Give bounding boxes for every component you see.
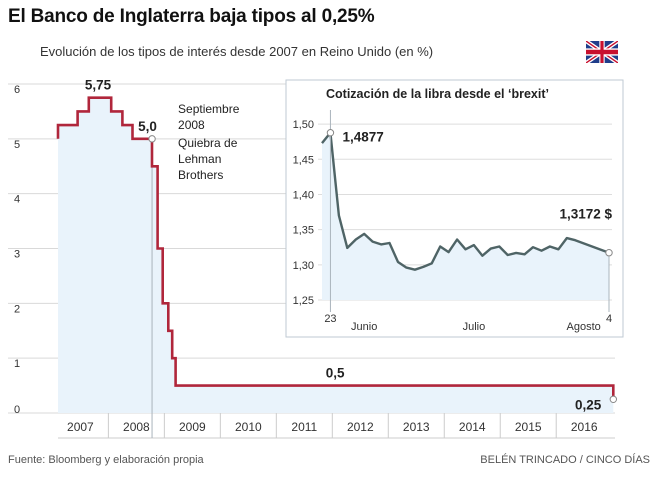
inset-y-tick-label: 1,35 bbox=[293, 225, 314, 237]
main-y-ticks: 0 1 2 3 4 5 6 bbox=[14, 84, 20, 416]
main-x-tick-label: 2008 bbox=[123, 420, 150, 434]
main-y-tick-label: 3 bbox=[14, 249, 20, 261]
inset-x-label: 4 bbox=[606, 313, 612, 325]
inset-y-tick-label: 1,25 bbox=[293, 295, 314, 307]
union-jack-flag-icon bbox=[586, 41, 618, 63]
author-credit: BELÉN TRINCADO / CINCO DÍAS bbox=[480, 454, 650, 466]
main-x-ticks: 2007 2008 2009 2010 2011 2012 2013 2014 2015 2016 bbox=[58, 413, 615, 439]
main-x-tick-label: 2009 bbox=[179, 420, 206, 434]
event-marker bbox=[148, 135, 156, 143]
inset-x-label: Julio bbox=[463, 321, 486, 333]
main-x-tick-label: 2011 bbox=[291, 420, 317, 434]
rate-step-line bbox=[56, 96, 615, 400]
main-annotations: 5,75 5,0 0,5 0,25 bbox=[85, 78, 602, 413]
inset-title: Cotización de la libra desde el ‘brexit’ bbox=[326, 87, 549, 101]
inset-x-label: Agosto bbox=[567, 321, 601, 333]
rate-end-marker bbox=[609, 395, 618, 403]
event-date-label: Septiembre bbox=[178, 102, 240, 116]
inset-x-label: 23 bbox=[324, 313, 336, 325]
inset-y-tick-label: 1,50 bbox=[293, 119, 314, 131]
event-annotation: Septiembre 2008 Quiebra de Lehman Brothers bbox=[178, 102, 240, 182]
main-y-tick-label: 6 bbox=[14, 84, 20, 96]
inset-end-marker bbox=[605, 249, 613, 257]
main-value-label: 0,25 bbox=[575, 397, 602, 412]
main-y-tick-label: 0 bbox=[14, 404, 20, 416]
inset-peak-label: 1,4877 bbox=[342, 130, 383, 145]
event-date-label: 2008 bbox=[178, 118, 205, 132]
inset-y-tick-label: 1,40 bbox=[293, 189, 314, 201]
main-x-tick-label: 2016 bbox=[571, 420, 598, 434]
pound-area-fill bbox=[322, 132, 609, 300]
main-value-label: 5,0 bbox=[138, 119, 157, 134]
main-x-tick-label: 2015 bbox=[515, 420, 542, 434]
inset-annotations: 1,4877 1,3172 $ bbox=[326, 129, 613, 257]
main-y-tick-label: 2 bbox=[14, 303, 20, 315]
inset-y-tick-label: 1,30 bbox=[293, 260, 314, 272]
main-y-tick-label: 1 bbox=[14, 358, 20, 370]
inset-end-label: 1,3172 $ bbox=[559, 207, 612, 222]
main-y-tick-label: 5 bbox=[14, 139, 20, 151]
main-x-tick-label: 2007 bbox=[67, 420, 94, 434]
chart-subtitle: Evolución de los tipos de interés desde … bbox=[40, 44, 434, 59]
inset-x-label: Junio bbox=[351, 321, 377, 333]
main-y-tick-label: 4 bbox=[14, 194, 20, 206]
main-x-tick-label: 2013 bbox=[403, 420, 430, 434]
source-note: Fuente: Bloomberg y elaboración propia bbox=[8, 454, 204, 466]
inset-y-ticks: 1,50 1,45 1,40 1,35 1,30 1,25 bbox=[293, 119, 314, 307]
main-x-tick-label: 2014 bbox=[459, 420, 486, 434]
event-note-label: Brothers bbox=[178, 168, 223, 182]
pound-line bbox=[321, 131, 610, 271]
event-note-label: Lehman bbox=[178, 152, 221, 166]
event-note-label: Quiebra de bbox=[178, 136, 238, 150]
main-value-label: 0,5 bbox=[326, 366, 345, 381]
main-value-label: 5,75 bbox=[85, 78, 112, 93]
inset-peak-marker bbox=[326, 129, 335, 137]
inset-y-tick-label: 1,45 bbox=[293, 154, 314, 166]
main-x-tick-label: 2012 bbox=[347, 420, 374, 434]
chart-title: El Banco de Inglaterra baja tipos al 0,2… bbox=[8, 6, 375, 27]
inset-x-labels: 23 Junio Julio Agosto 4 bbox=[324, 110, 612, 333]
rate-area-fill bbox=[58, 97, 614, 413]
main-x-tick-label: 2010 bbox=[235, 420, 262, 434]
